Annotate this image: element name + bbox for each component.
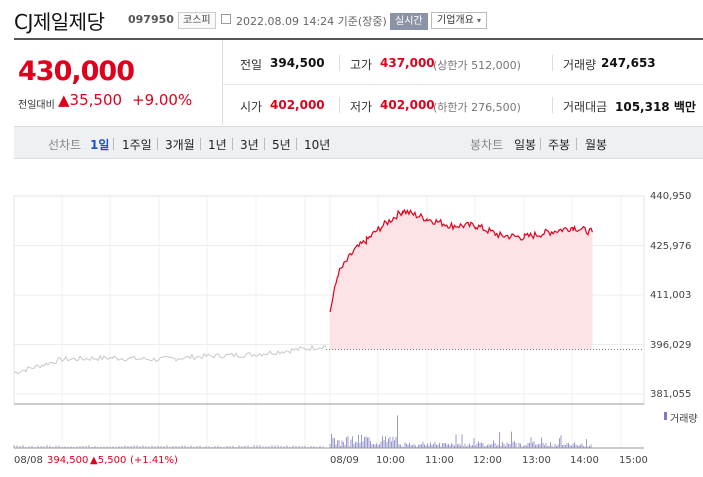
stats-row-divider (222, 84, 703, 85)
tab-10year[interactable]: 10년 (304, 138, 331, 152)
stock-name: CJ제일제당 (14, 10, 105, 34)
prev-close-label: 전일 (240, 58, 263, 72)
footer-date: 08/08 (14, 455, 43, 466)
x-tick-label: 14:00 (570, 455, 599, 466)
company-info-label: 기업개요 (437, 15, 474, 26)
volume-legend-swatch (664, 412, 667, 420)
divider (339, 55, 340, 71)
intraday-line (329, 208, 594, 313)
volume-value: 247,653 (601, 56, 656, 70)
calendar-icon (221, 14, 231, 24)
tab-3month[interactable]: 3개월 (165, 138, 195, 152)
low-value: 402,000 (380, 98, 435, 112)
footer-pct: (+1.41%) (130, 455, 178, 466)
intraday-fill (330, 210, 593, 350)
open-value: 402,000 (270, 98, 325, 112)
stock-code: 097950 (128, 13, 174, 26)
lower-limit: (하한가 276,500) (433, 101, 521, 114)
price-change-pct: +9.00% (132, 91, 193, 109)
market-badge: 코스피 (178, 12, 216, 29)
tab-5year[interactable]: 5년 (272, 138, 291, 152)
current-price: 430,000 (18, 56, 135, 87)
divider (540, 138, 541, 150)
price-change: ▲35,500 (58, 91, 123, 109)
prev-close-value: 394,500 (270, 56, 325, 70)
tab-monthly-candle[interactable]: 월봉 (585, 138, 608, 152)
divider (200, 138, 201, 150)
divider (296, 138, 297, 150)
divider (339, 97, 340, 113)
divider (232, 138, 233, 150)
volume-bars (13, 415, 592, 448)
upper-limit: (상한가 512,000) (433, 59, 521, 72)
line-chart-label: 선차트 (48, 138, 82, 152)
quote-datetime: 2022.08.09 14:24 기준(장중) (236, 15, 387, 28)
chart-tab-bar (14, 126, 703, 159)
intraday-fill-layer (326, 210, 644, 351)
volume-legend: 거래량 (670, 414, 698, 425)
realtime-button[interactable]: 실시간 (390, 13, 428, 30)
x-tick-label: 08/09 (330, 455, 359, 466)
tab-3year[interactable]: 3년 (240, 138, 259, 152)
low-label: 저가 (350, 100, 373, 114)
up-triangle-icon: ▲ (90, 455, 98, 466)
x-tick-label: 10:00 (376, 455, 405, 466)
prev-day-layer (13, 344, 327, 375)
header-divider (14, 38, 703, 40)
high-label: 고가 (350, 58, 373, 72)
x-tick-label: 15:00 (619, 455, 648, 466)
divider (576, 138, 577, 150)
company-info-dropdown[interactable]: 기업개요 ▾ (431, 12, 488, 29)
tab-1day[interactable]: 1일 (90, 138, 110, 152)
trade-value: 105,318 백만 (615, 100, 696, 114)
y-tick-label: 396,029 (650, 340, 692, 351)
candle-chart-label: 봉차트 (470, 138, 504, 152)
open-label: 시가 (240, 100, 263, 114)
y-tick-label: 440,950 (650, 191, 692, 202)
divider (157, 138, 158, 150)
tab-daily-candle[interactable]: 일봉 (514, 138, 537, 152)
x-tick-label: 13:00 (522, 455, 551, 466)
x-tick-label: 12:00 (473, 455, 502, 466)
footer-close: 394,500 (47, 455, 89, 466)
volume-label: 거래량 (563, 58, 597, 72)
tab-weekly-candle[interactable]: 주봉 (548, 138, 571, 152)
divider (552, 55, 553, 71)
prev-day-line (13, 344, 327, 375)
tab-1week[interactable]: 1주일 (122, 138, 152, 152)
y-tick-label: 411,003 (650, 290, 692, 301)
y-tick-label: 381,055 (650, 389, 692, 400)
high-value: 437,000 (380, 56, 435, 70)
intraday-layer (329, 208, 594, 313)
chevron-down-icon: ▾ (477, 16, 482, 25)
stats-panel (222, 40, 703, 125)
tab-1year[interactable]: 1년 (208, 138, 227, 152)
x-tick-label: 11:00 (425, 455, 454, 466)
up-triangle-icon: ▲ (58, 91, 70, 109)
divider (264, 138, 265, 150)
divider (113, 138, 114, 150)
divider (552, 97, 553, 113)
price-panel (14, 40, 222, 125)
footer-change: ▲5,500 (90, 455, 127, 466)
y-tick-label: 425,976 (650, 241, 692, 252)
prev-day-label: 전일대비 (18, 100, 55, 111)
trade-value-label: 거래대금 (563, 100, 608, 114)
